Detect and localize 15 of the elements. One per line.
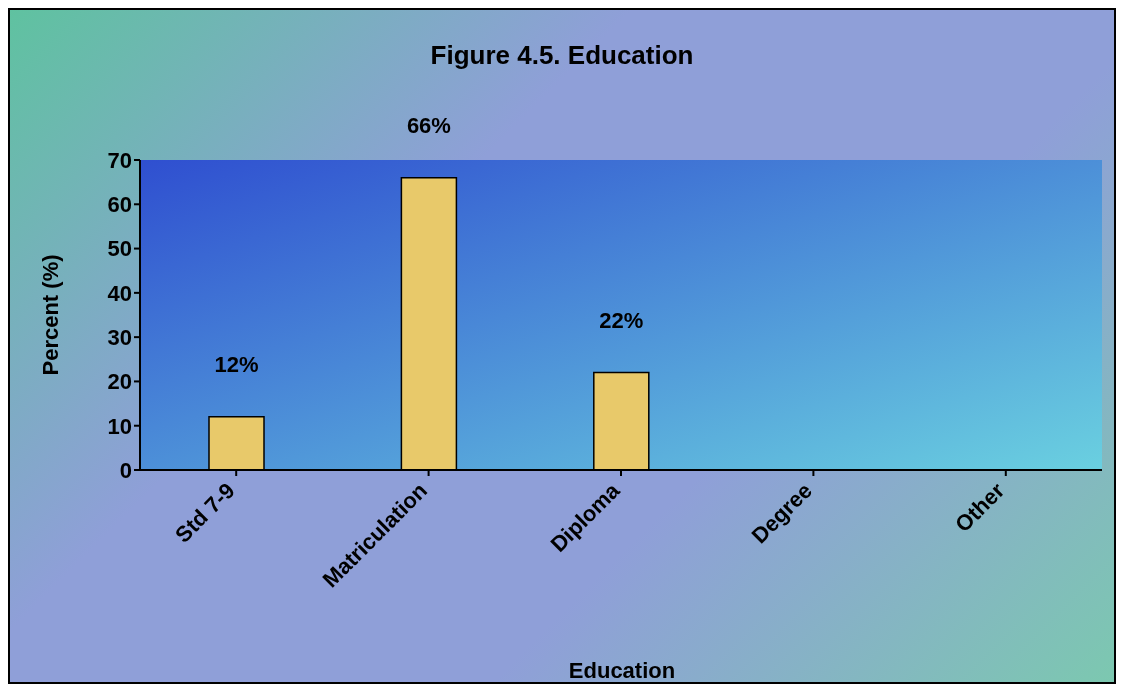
y-tick-label: 40 bbox=[107, 280, 132, 306]
y-tick-label: 10 bbox=[107, 413, 132, 439]
x-tick-label: Std 7-9 bbox=[170, 477, 240, 548]
chart-title: Figure 4.5. Education bbox=[429, 40, 695, 71]
y-tick-label: 70 bbox=[107, 147, 132, 173]
x-axis-title: Education bbox=[567, 658, 677, 684]
y-tick-label: 0 bbox=[119, 457, 132, 483]
data-label: 22% bbox=[599, 307, 644, 333]
y-tick-label: 30 bbox=[107, 324, 132, 350]
data-label: 12% bbox=[214, 351, 259, 377]
y-tick-label: 50 bbox=[107, 236, 132, 262]
y-axis-title: Percent (%) bbox=[37, 254, 63, 376]
y-tick-label: 60 bbox=[107, 192, 132, 218]
data-label: 66% bbox=[406, 112, 451, 138]
y-tick-label: 20 bbox=[107, 369, 132, 395]
